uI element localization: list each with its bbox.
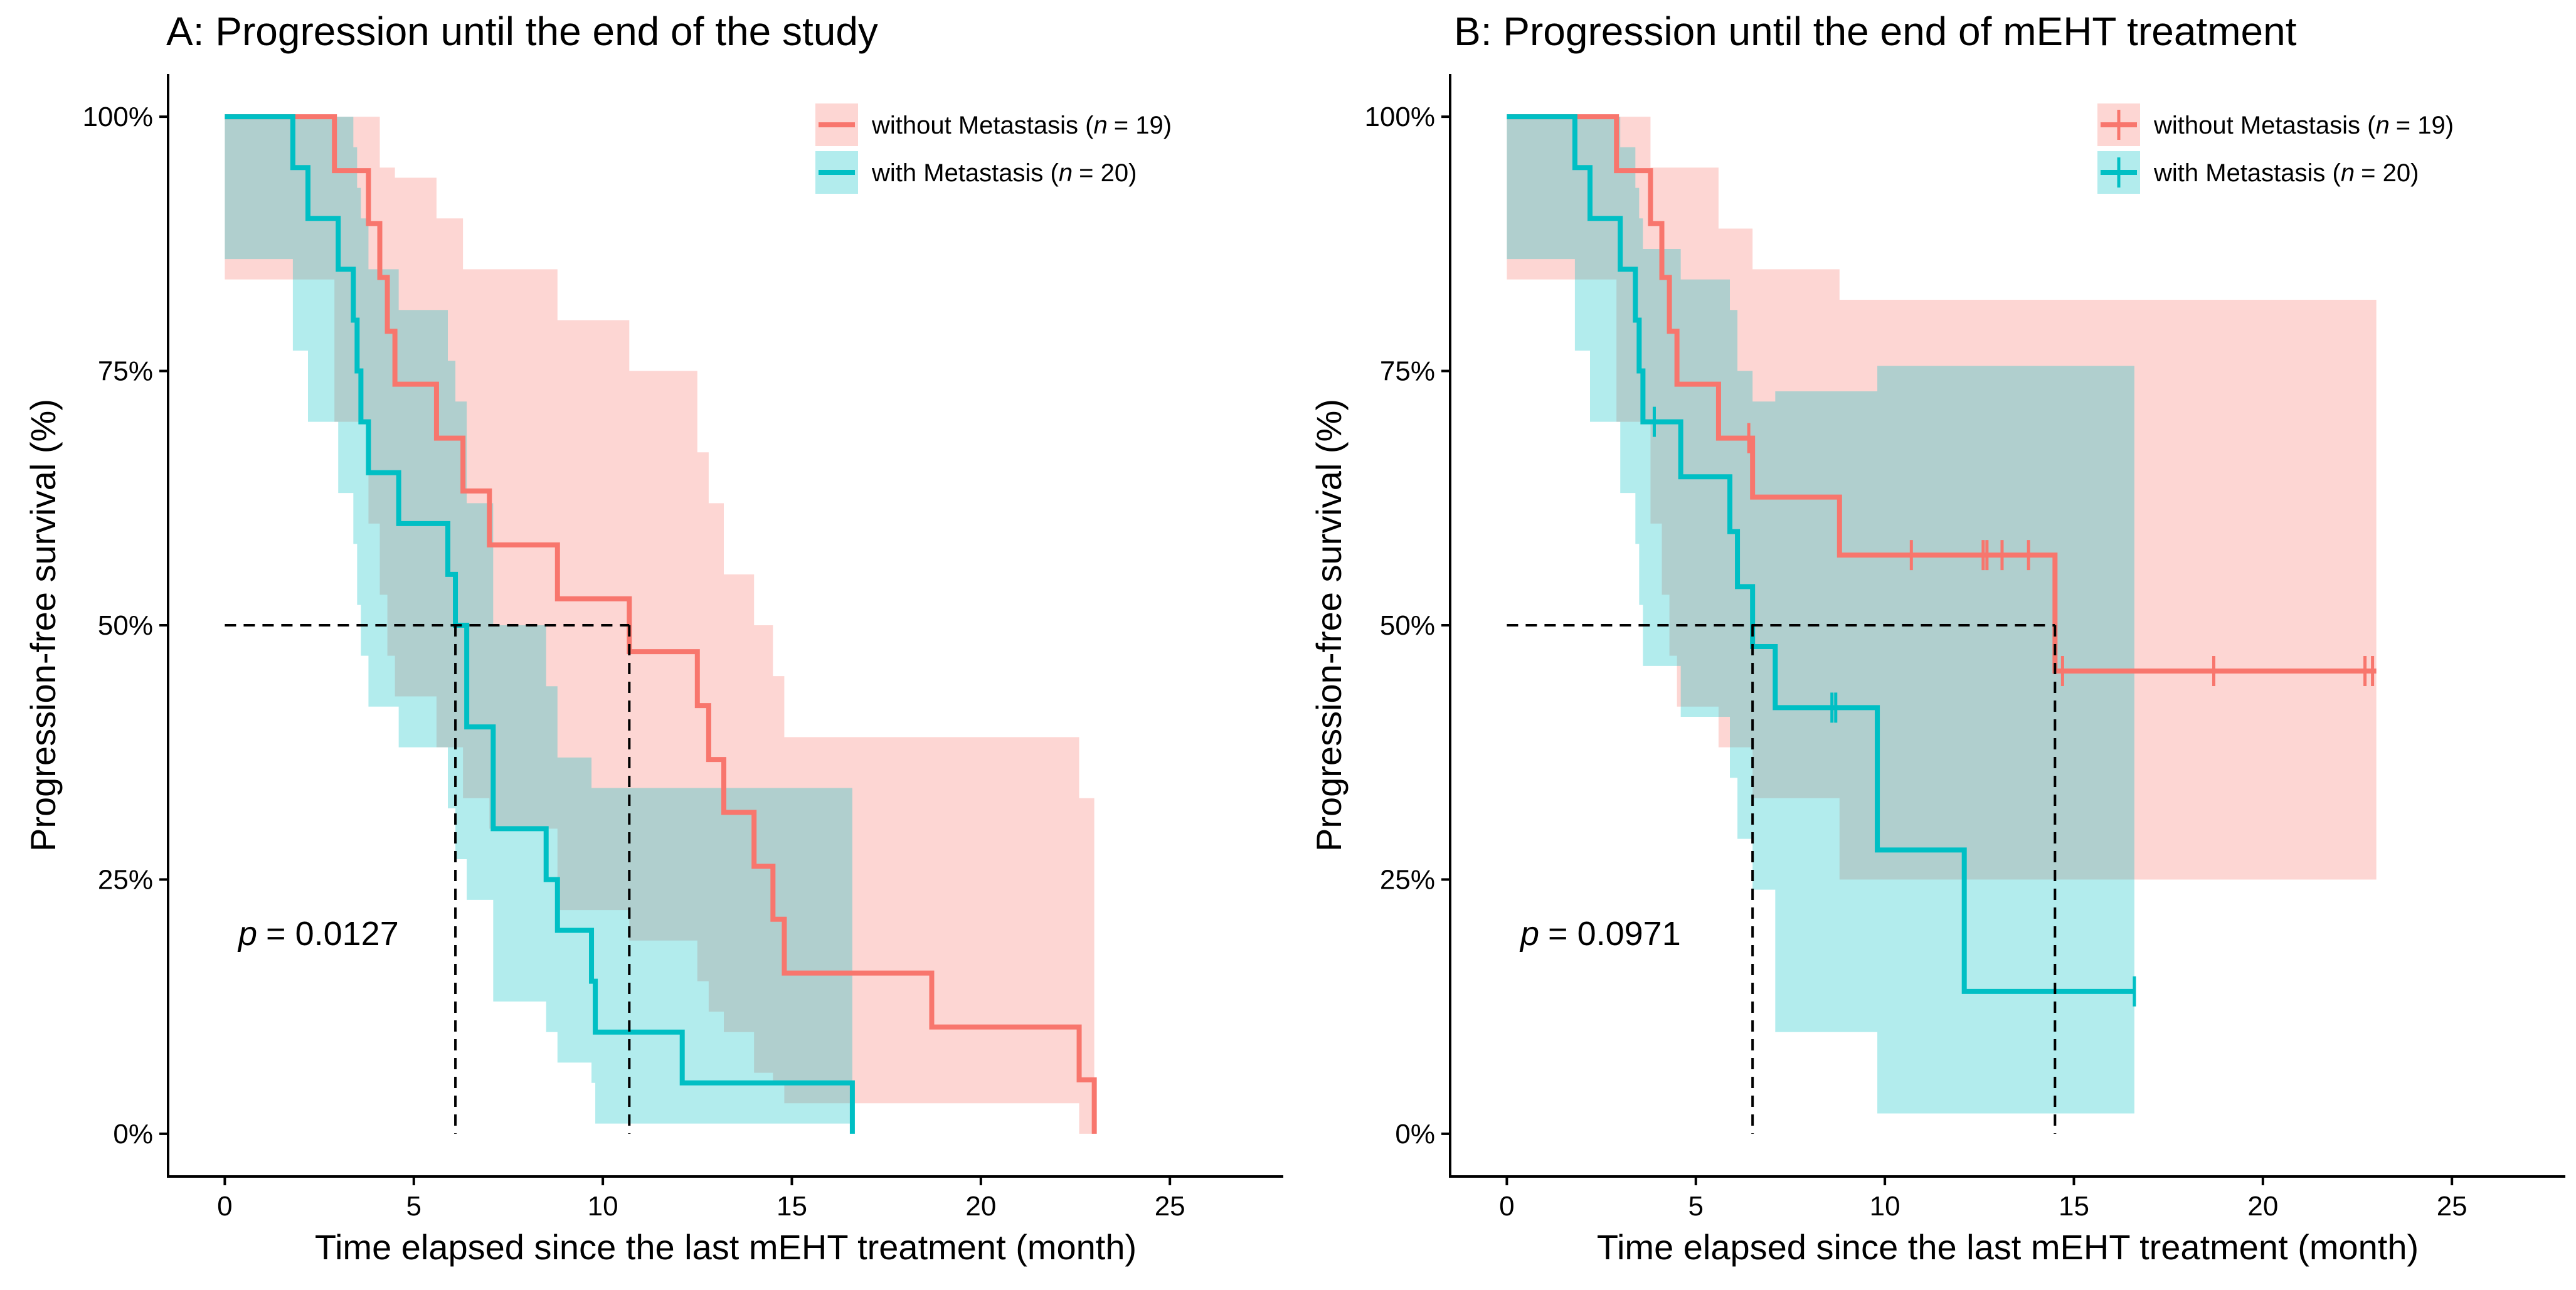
panel-b-legend-label-without: without Metastasis (n = 19) — [2153, 112, 2454, 139]
panel-b-legend-open-without: ( — [2360, 112, 2376, 139]
panel-a-legend-open-without: ( — [1078, 112, 1094, 139]
panel-b-xtick-label: 25 — [2437, 1191, 2467, 1222]
panel-b-x-axis-title: Time elapsed since the last mEHT treatme… — [1597, 1227, 2419, 1267]
panel-b-km-curve-with-metastasis — [1507, 114, 2134, 994]
panel-a-p-text: = 0.0127 — [266, 915, 399, 953]
panel-a: A: Progression until the end of the stud… — [23, 9, 1283, 1267]
panel-b-ytick-label: 25% — [1380, 864, 1435, 895]
panel-b-y-axis-title: Progression-free survival (%) — [1309, 399, 1349, 852]
panel-a-ytick-label: 25% — [98, 864, 153, 895]
panel-b-legend-close-without: ) — [2446, 112, 2454, 139]
panel-a-xtick-label: 25 — [1155, 1191, 1185, 1222]
panel-b-legend-name-without: without Metastasis — [2153, 112, 2360, 139]
panel-a-xtick-label: 15 — [777, 1191, 807, 1222]
panel-b-xtick-label: 10 — [1870, 1191, 1900, 1222]
panel-b-xtick-label: 15 — [2059, 1191, 2089, 1222]
panel-a-legend-n-without: n — [1093, 112, 1107, 139]
panel-b-ci-band-without-metastasis — [1507, 117, 2377, 880]
panel-a-ytick-label: 50% — [98, 610, 153, 641]
panel-a-legend-close-with: ) — [1128, 159, 1137, 187]
panel-a-legend-label-without: without Metastasis (n = 19) — [871, 112, 1172, 139]
panel-b-xtick-label: 20 — [2247, 1191, 2278, 1222]
panel-a-xtick-label: 0 — [217, 1191, 232, 1222]
panel-b-legend-n-without: n — [2375, 112, 2389, 139]
panel-a-xtick-label: 20 — [965, 1191, 996, 1222]
panel-a-ytick-label: 75% — [98, 356, 153, 387]
panel-b-legend-open-with: ( — [2325, 159, 2341, 187]
panel-b-ytick-label: 0% — [1395, 1119, 1435, 1150]
panel-a-x-axis-title: Time elapsed since the last mEHT treatme… — [315, 1227, 1137, 1267]
panel-a-legend-name-without: without Metastasis — [871, 112, 1078, 139]
panel-a-legend-count-with: = 20 — [1079, 159, 1128, 187]
panel-b-legend-count-with: = 20 — [2361, 159, 2410, 187]
panel-a-p-symbol: p — [237, 915, 257, 953]
panel-b-p-value: p = 0.0971 — [1519, 915, 1681, 953]
panel-b-xtick-label: 5 — [1688, 1191, 1704, 1222]
panel-b-legend-name-with: with Metastasis — [2153, 159, 2325, 187]
panel-b-ytick-label: 75% — [1380, 356, 1435, 387]
panel-b-km-curve-without-metastasis — [1507, 114, 2377, 674]
panel-b-p-text: = 0.0971 — [1548, 915, 1681, 953]
panel-b-legend-close-with: ) — [2410, 159, 2419, 187]
panel-a-ci-band-with-metastasis — [225, 117, 852, 1124]
panel-b-p-symbol: p — [1519, 915, 1539, 953]
panel-b-ytick-label: 100% — [1364, 102, 1435, 132]
panel-b-legend-count-without: = 19 — [2396, 112, 2446, 139]
panel-a-legend-label-with: with Metastasis (n = 20) — [871, 159, 1137, 187]
panel-b-legend-label-with: with Metastasis (n = 20) — [2153, 159, 2419, 187]
panel-a-legend-open-with: ( — [1043, 159, 1059, 187]
panel-b: B: Progression until the end of mEHT tre… — [1309, 9, 2565, 1267]
panel-b-ci-band-with-metastasis — [1507, 117, 2134, 1114]
panel-b-xtick-label: 0 — [1499, 1191, 1514, 1222]
panel-a-ytick-label: 100% — [82, 102, 153, 132]
panel-b-legend: without Metastasis (n = 19) with Metastas… — [2097, 103, 2454, 194]
panel-a-title: A: Progression until the end of the stud… — [166, 9, 878, 54]
panel-a-xtick-label: 10 — [588, 1191, 618, 1222]
panel-a-ci-band-without-metastasis — [225, 117, 1095, 1134]
panel-b-ytick-label: 50% — [1380, 610, 1435, 641]
panel-a-y-axis-title: Progression-free survival (%) — [23, 399, 63, 852]
panel-a-legend-close-without: ) — [1163, 112, 1172, 139]
panel-a-xtick-label: 5 — [406, 1191, 421, 1222]
panel-a-legend-name-with: with Metastasis — [871, 159, 1043, 187]
panel-a-km-curve-without-metastasis — [225, 114, 1097, 1134]
panel-a-p-value: p = 0.0127 — [237, 915, 399, 953]
panel-a-km-curve-with-metastasis — [225, 114, 855, 1134]
panel-a-legend: without Metastasis (n = 19) with Metastas… — [815, 103, 1172, 194]
panel-a-legend-count-without: = 19 — [1114, 112, 1163, 139]
panel-a-legend-n-with: n — [1059, 159, 1073, 187]
panel-a-ytick-label: 0% — [113, 1119, 153, 1150]
panel-b-legend-n-with: n — [2341, 159, 2355, 187]
panel-b-title: B: Progression until the end of mEHT tre… — [1454, 9, 2297, 54]
